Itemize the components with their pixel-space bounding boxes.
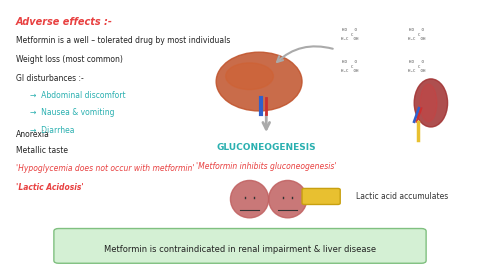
Text: 'Lactic Acidosis': 'Lactic Acidosis' [16,183,84,192]
Text: →  Diarrhea: → Diarrhea [30,126,74,135]
Ellipse shape [226,63,274,90]
Text: Metallic taste: Metallic taste [16,146,68,155]
Text: GI disturbances :-: GI disturbances :- [16,73,84,83]
Ellipse shape [230,180,269,218]
Text: Weight loss (most common): Weight loss (most common) [16,55,122,64]
Text: 'Hypoglycemia does not occur with metformin': 'Hypoglycemia does not occur with metfor… [16,164,194,173]
Ellipse shape [269,180,307,218]
Text: Lactic acid accumulates: Lactic acid accumulates [356,192,448,201]
FancyBboxPatch shape [302,188,340,204]
Text: Metformin is a well – tolerated drug by most individuals: Metformin is a well – tolerated drug by … [16,36,230,45]
Text: Metformin is contraindicated in renal impairment & liver disease: Metformin is contraindicated in renal im… [104,245,376,254]
Text: GLUCONEOGENESIS: GLUCONEOGENESIS [216,143,316,152]
Text: HO   O
  C
H₃C  OH: HO O C H₃C OH [408,60,425,73]
Text: →  Nausea & vomiting: → Nausea & vomiting [30,108,115,117]
Text: →  Abdominal discomfort: → Abdominal discomfort [30,91,126,100]
Ellipse shape [414,79,447,127]
Ellipse shape [420,84,437,122]
Text: Adverse effects :-: Adverse effects :- [16,18,113,28]
Text: 'Metformin inhibits gluconeogenesis': 'Metformin inhibits gluconeogenesis' [196,162,336,171]
Text: HO   O
  C
H₃C  OH: HO O C H₃C OH [341,60,359,73]
FancyBboxPatch shape [54,228,426,263]
Text: HO   O
  C
H₃C  OH: HO O C H₃C OH [341,28,359,41]
Text: Anorexia: Anorexia [16,130,49,139]
Text: HO   O
  C
H₃C  OH: HO O C H₃C OH [408,28,425,41]
Ellipse shape [216,52,302,111]
